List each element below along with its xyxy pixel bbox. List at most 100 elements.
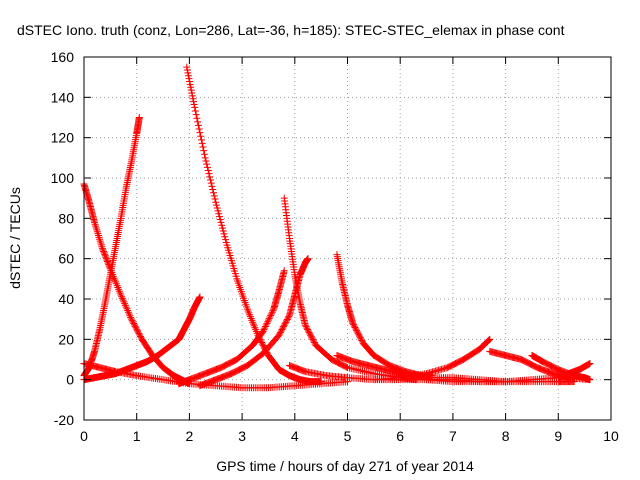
data-point bbox=[304, 326, 312, 334]
data-point bbox=[212, 198, 220, 206]
data-point bbox=[104, 259, 112, 267]
data-point bbox=[213, 201, 221, 209]
data-point bbox=[280, 267, 288, 275]
data-point bbox=[193, 114, 201, 122]
data-point bbox=[221, 233, 229, 241]
data-point bbox=[189, 95, 197, 103]
data-point bbox=[219, 227, 227, 235]
data-point bbox=[99, 246, 107, 254]
data-point bbox=[100, 249, 108, 257]
data-point bbox=[186, 80, 194, 88]
data-point bbox=[204, 167, 212, 175]
data-point bbox=[258, 340, 266, 348]
data-point bbox=[125, 310, 133, 318]
data-point bbox=[206, 173, 214, 181]
data-point bbox=[183, 66, 191, 74]
data-point bbox=[124, 308, 132, 316]
data-point bbox=[303, 324, 311, 332]
data-point bbox=[129, 318, 137, 326]
data-point bbox=[264, 316, 272, 324]
data-point bbox=[268, 308, 276, 316]
data-point bbox=[186, 77, 194, 85]
data-point bbox=[352, 325, 360, 333]
x-tick-label: 2 bbox=[186, 428, 194, 444]
data-point bbox=[267, 311, 275, 319]
data-point bbox=[283, 317, 291, 325]
data-point bbox=[205, 170, 213, 178]
data-point bbox=[356, 332, 364, 340]
data-point bbox=[486, 335, 494, 343]
data-point bbox=[191, 107, 199, 115]
data-point bbox=[259, 341, 267, 349]
data-point bbox=[200, 147, 208, 155]
data-point bbox=[187, 86, 195, 94]
data-point bbox=[123, 305, 131, 313]
data-point bbox=[130, 319, 138, 327]
y-axis-label: dSTEC / TECUs bbox=[7, 187, 23, 289]
data-point bbox=[190, 101, 198, 109]
data-point bbox=[196, 293, 204, 301]
data-point bbox=[302, 323, 310, 331]
data-point bbox=[267, 310, 275, 318]
data-point bbox=[199, 143, 207, 151]
x-tick-label: 4 bbox=[291, 428, 299, 444]
y-tick-label: 0 bbox=[66, 372, 74, 388]
data-point bbox=[135, 330, 143, 338]
data-point bbox=[117, 291, 125, 299]
data-point bbox=[187, 83, 195, 91]
data-point bbox=[304, 327, 312, 335]
data-point bbox=[98, 245, 106, 253]
data-point bbox=[118, 294, 126, 302]
data-point bbox=[195, 125, 203, 133]
data-point bbox=[261, 324, 269, 332]
data-point bbox=[102, 255, 110, 263]
x-tick-label: 8 bbox=[502, 428, 510, 444]
data-point bbox=[308, 334, 316, 342]
data-point bbox=[121, 301, 129, 309]
x-axis-label: GPS time / hours of day 271 of year 2014 bbox=[216, 458, 474, 474]
data-point bbox=[305, 328, 313, 336]
data-point bbox=[133, 327, 141, 335]
data-point bbox=[136, 332, 144, 340]
y-tick-label: 60 bbox=[58, 251, 74, 267]
data-point bbox=[222, 236, 230, 244]
data-point bbox=[310, 337, 318, 345]
data-point bbox=[265, 315, 273, 323]
data-point bbox=[262, 321, 270, 329]
data-point bbox=[220, 230, 228, 238]
data-point bbox=[218, 221, 226, 229]
series-15 bbox=[396, 372, 578, 386]
data-point bbox=[261, 323, 269, 331]
x-tick-label: 0 bbox=[80, 428, 88, 444]
data-point bbox=[105, 262, 113, 270]
data-point bbox=[209, 186, 217, 194]
data-point bbox=[200, 150, 208, 158]
data-point bbox=[309, 336, 317, 344]
data-point bbox=[206, 176, 214, 184]
data-point bbox=[101, 252, 109, 260]
data-point bbox=[190, 98, 198, 106]
series-7 bbox=[280, 194, 420, 384]
data-point bbox=[355, 331, 363, 339]
data-point bbox=[126, 312, 134, 320]
data-point bbox=[197, 132, 205, 140]
data-point bbox=[264, 318, 272, 326]
data-point bbox=[102, 253, 110, 261]
data-point bbox=[133, 325, 141, 333]
data-point bbox=[104, 258, 112, 266]
data-point bbox=[105, 260, 113, 268]
data-point bbox=[485, 336, 493, 344]
data-point bbox=[301, 321, 309, 329]
data-point bbox=[217, 218, 225, 226]
data-point bbox=[122, 303, 130, 311]
data-point bbox=[260, 326, 268, 334]
data-point bbox=[120, 298, 128, 306]
data-point bbox=[208, 182, 216, 190]
data-point bbox=[207, 179, 215, 187]
y-tick-label: 120 bbox=[51, 130, 75, 146]
data-point bbox=[135, 114, 143, 121]
data-point bbox=[203, 163, 211, 171]
data-point bbox=[211, 195, 219, 203]
data-point bbox=[586, 360, 594, 368]
